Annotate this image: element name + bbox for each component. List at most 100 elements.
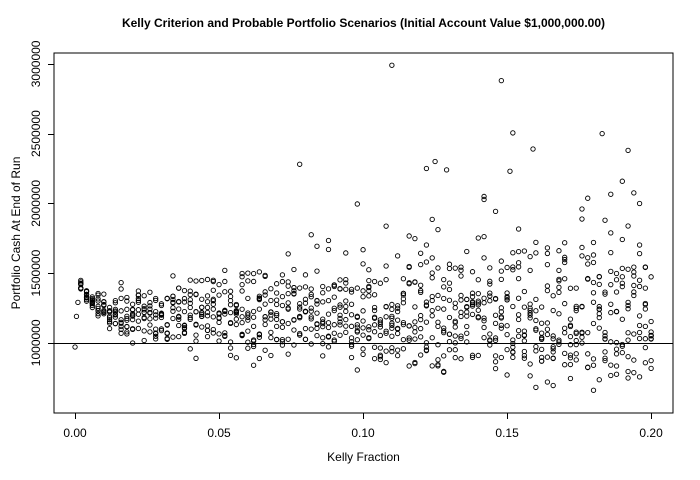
scatter-point bbox=[636, 329, 643, 336]
scatter-point bbox=[164, 330, 170, 336]
scatter-point bbox=[446, 331, 453, 337]
scatter-point bbox=[222, 307, 228, 313]
scatter-point bbox=[469, 354, 476, 361]
scatter-point bbox=[118, 295, 124, 302]
scatter-point bbox=[245, 278, 251, 284]
scatter-point bbox=[585, 351, 591, 357]
chart-title: Kelly Criterion and Probable Portfolio S… bbox=[121, 16, 606, 30]
scatter-point bbox=[458, 264, 464, 270]
scatter-point bbox=[285, 351, 291, 357]
scatter-point bbox=[331, 307, 337, 314]
scatter-point bbox=[590, 239, 597, 246]
scatter-point bbox=[325, 286, 332, 292]
scatter-point bbox=[331, 322, 337, 328]
scatter-point bbox=[400, 276, 407, 282]
scatter-point bbox=[464, 339, 470, 345]
scatter-point bbox=[579, 330, 585, 336]
scatter-point bbox=[147, 306, 153, 312]
x-axis: 0.00 0.05 0.10 0.15 0.20 bbox=[63, 413, 663, 440]
scatter-point bbox=[602, 333, 608, 339]
scatter-point bbox=[521, 338, 528, 344]
scatter-point bbox=[337, 302, 343, 308]
scatter-point bbox=[124, 306, 130, 312]
scatter-point bbox=[239, 288, 245, 294]
scatter-point bbox=[106, 308, 113, 315]
scatter-point bbox=[129, 326, 136, 332]
scatter-point bbox=[510, 337, 516, 343]
scatter-point bbox=[371, 356, 378, 362]
scatter-point bbox=[608, 249, 614, 256]
scatter-point bbox=[124, 331, 130, 337]
scatter-point bbox=[331, 282, 337, 288]
scatter-point bbox=[366, 267, 372, 273]
scatter-point bbox=[268, 286, 274, 292]
scatter-point bbox=[187, 304, 193, 311]
scatter-point bbox=[544, 245, 551, 251]
scatter-point bbox=[112, 314, 119, 320]
scatter-point bbox=[406, 337, 412, 343]
scatter-point bbox=[556, 248, 562, 254]
scatter-point bbox=[458, 292, 464, 299]
scatter-point bbox=[527, 267, 533, 274]
scatter-point bbox=[510, 267, 516, 273]
scatter-point bbox=[124, 324, 130, 330]
scatter-point bbox=[250, 278, 257, 285]
scatter-point bbox=[83, 288, 90, 294]
scatter-point bbox=[337, 332, 343, 338]
scatter-point bbox=[596, 377, 602, 383]
scatter-point bbox=[153, 330, 159, 336]
scatter-point bbox=[567, 375, 574, 382]
scatter-point bbox=[521, 304, 528, 310]
scatter-point bbox=[544, 331, 551, 338]
scatter-point bbox=[544, 326, 551, 332]
scatter-point bbox=[487, 278, 493, 284]
scatter-point bbox=[539, 336, 545, 343]
scatter-point bbox=[527, 361, 533, 367]
scatter-point bbox=[274, 281, 280, 287]
notable-point bbox=[389, 62, 395, 68]
scatter-point bbox=[371, 315, 378, 321]
scatter-point bbox=[400, 290, 407, 297]
scatter-point bbox=[429, 255, 435, 261]
scatter-point bbox=[625, 299, 631, 306]
scatter-point bbox=[262, 301, 268, 307]
scatter-point bbox=[383, 223, 389, 229]
scatter-point bbox=[585, 255, 591, 261]
scatter-point bbox=[504, 332, 510, 338]
scatter-point bbox=[625, 266, 631, 272]
scatter-point bbox=[464, 330, 470, 336]
notable-point bbox=[75, 299, 81, 306]
scatter-point bbox=[573, 357, 579, 363]
scatter-point bbox=[331, 283, 337, 290]
notable-point bbox=[599, 130, 605, 137]
scatter-point bbox=[504, 372, 510, 378]
scatter-point bbox=[320, 283, 326, 290]
scatter-point bbox=[515, 312, 522, 318]
scatter-point bbox=[389, 306, 395, 313]
scatter-point bbox=[504, 346, 510, 353]
scatter-point bbox=[602, 355, 608, 361]
scatter-point bbox=[481, 324, 487, 331]
scatter-point bbox=[354, 328, 360, 334]
scatter-point bbox=[112, 298, 119, 304]
y-axis: 1000000 1500000 2000000 2500000 3000000 bbox=[29, 40, 54, 366]
scatter-point bbox=[441, 353, 447, 359]
scatter-point bbox=[389, 313, 395, 320]
scatter-point bbox=[544, 287, 551, 294]
scatter-point bbox=[325, 297, 332, 304]
scatter-point bbox=[498, 305, 504, 311]
scatter-point bbox=[562, 362, 568, 368]
scatter-point bbox=[481, 295, 487, 301]
scatter-point bbox=[498, 314, 504, 320]
scatter-point bbox=[481, 233, 487, 240]
scatter-point bbox=[539, 354, 545, 361]
scatter-point bbox=[337, 315, 343, 322]
scatter-point bbox=[498, 276, 504, 283]
scatter-point bbox=[262, 317, 268, 323]
scatter-point bbox=[487, 298, 493, 304]
notable-point bbox=[625, 147, 631, 154]
scatter-point bbox=[625, 375, 631, 381]
scatter-point bbox=[579, 216, 585, 222]
scatter-point bbox=[147, 310, 153, 316]
scatter-point bbox=[325, 324, 332, 331]
